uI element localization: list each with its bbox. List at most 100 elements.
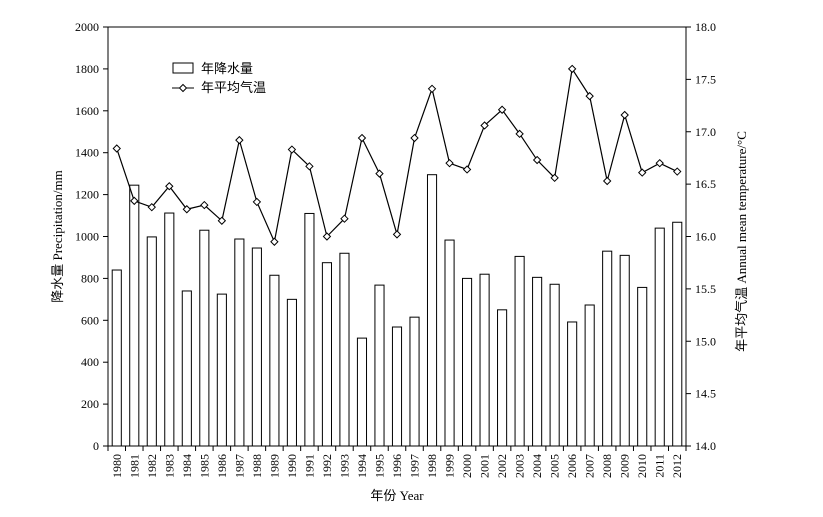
precipitation-bar bbox=[164, 212, 175, 447]
precipitation-bar bbox=[374, 284, 385, 447]
precipitation-bar bbox=[567, 321, 578, 447]
precipitation-bar bbox=[444, 239, 455, 447]
x-tick-label: 1987 bbox=[232, 454, 246, 478]
temperature-point bbox=[480, 121, 489, 130]
x-tick-label: 1995 bbox=[372, 454, 386, 478]
x-tick-label: 2003 bbox=[513, 454, 527, 478]
precipitation-bar bbox=[251, 247, 262, 447]
x-tick-label: 1998 bbox=[425, 454, 439, 478]
right-tick-label: 16.0 bbox=[695, 230, 716, 244]
precipitation-bar bbox=[514, 255, 525, 447]
precipitation-bar bbox=[199, 229, 210, 447]
left-axis-label: 降水量 Precipitation/mm bbox=[50, 170, 65, 303]
x-tick-label: 1982 bbox=[145, 454, 159, 478]
precipitation-bar bbox=[234, 238, 245, 447]
precipitation-bar bbox=[321, 262, 332, 447]
x-tick-label: 2007 bbox=[583, 454, 597, 478]
precipitation-bar bbox=[111, 269, 122, 447]
x-tick-label: 1994 bbox=[355, 454, 369, 478]
temperature-point bbox=[340, 214, 349, 223]
x-tick-label: 1985 bbox=[197, 454, 211, 478]
left-tick-label: 200 bbox=[81, 397, 99, 411]
legend-line-label: 年平均气温 bbox=[201, 80, 266, 95]
x-tick-label: 1996 bbox=[390, 454, 404, 478]
precipitation-bars bbox=[111, 174, 683, 447]
x-tick-label: 2011 bbox=[653, 454, 667, 478]
x-tick-label: 1980 bbox=[110, 454, 124, 478]
temperature-point bbox=[462, 165, 472, 174]
precipitation-bar bbox=[339, 252, 350, 447]
right-tick-label: 15.0 bbox=[695, 334, 716, 348]
left-tick-label: 2000 bbox=[75, 20, 99, 34]
temperature-point bbox=[515, 129, 524, 139]
right-tick-label: 17.0 bbox=[695, 125, 716, 139]
x-tick-label: 2009 bbox=[618, 454, 632, 478]
temperature-point bbox=[620, 110, 629, 120]
left-tick-label: 400 bbox=[81, 355, 99, 369]
right-tick-label: 14.0 bbox=[695, 439, 716, 453]
right-ticks: 14.0 14.5 15.0 15.5 16.0 16.5 17.0 17.5 18.0 bbox=[686, 20, 716, 453]
temperature-point bbox=[112, 144, 121, 153]
temperature-point bbox=[235, 135, 244, 145]
precipitation-bar bbox=[304, 212, 315, 447]
left-tick-label: 800 bbox=[81, 271, 99, 285]
right-tick-label: 15.5 bbox=[695, 282, 716, 296]
precipitation-bar bbox=[391, 326, 403, 447]
temperature-point bbox=[532, 155, 542, 165]
precipitation-bar bbox=[619, 254, 630, 447]
precipitation-bar bbox=[426, 174, 438, 447]
x-tick-label: 2004 bbox=[530, 454, 544, 478]
temperature-point bbox=[270, 237, 279, 246]
left-tick-label: 1600 bbox=[75, 104, 99, 118]
temperature-point bbox=[602, 176, 612, 186]
precipitation-bar bbox=[146, 236, 157, 447]
temperature-point bbox=[410, 133, 419, 143]
x-tick-label: 1984 bbox=[180, 454, 194, 478]
precipitation-bar bbox=[479, 273, 490, 447]
precipitation-bar bbox=[462, 277, 473, 447]
x-tick-label: 1993 bbox=[337, 454, 351, 478]
temperature-point bbox=[200, 200, 209, 210]
x-tick-label: 1986 bbox=[215, 454, 229, 478]
right-tick-label: 17.5 bbox=[695, 72, 716, 86]
legend: 年降水量 年平均气温 bbox=[172, 61, 266, 95]
x-tick-label: 1991 bbox=[302, 454, 316, 478]
left-tick-label: 1200 bbox=[75, 188, 99, 202]
temperature-point bbox=[445, 158, 454, 168]
left-ticks: 0 200 400 600 800 1000 1200 1400 1600 1800 2000 bbox=[75, 20, 108, 453]
temperature-point bbox=[182, 205, 192, 214]
precipitation-bar bbox=[654, 227, 665, 447]
legend-bar-swatch bbox=[172, 62, 194, 74]
x-axis-label: 年份 Year bbox=[370, 488, 424, 503]
x-tick-label: 2008 bbox=[600, 454, 614, 478]
temperature-point bbox=[638, 168, 647, 177]
temperature-line-layer bbox=[112, 64, 682, 246]
x-tick-label: 2000 bbox=[460, 454, 474, 478]
temperature-point bbox=[147, 202, 156, 212]
precipitation-bar bbox=[532, 276, 543, 447]
temperature-point bbox=[655, 158, 664, 168]
right-tick-label: 14.5 bbox=[695, 387, 716, 401]
x-tick-label: 1988 bbox=[250, 454, 264, 478]
precipitation-bar bbox=[181, 290, 192, 447]
x-tick-label: 2012 bbox=[670, 454, 684, 478]
precipitation-bar bbox=[269, 274, 280, 447]
temperature-point bbox=[252, 197, 262, 207]
x-tick-label: 1999 bbox=[443, 454, 457, 478]
right-axis-label: 年平均气温 Annual mean temperature/°C bbox=[734, 131, 749, 352]
temperature-point bbox=[322, 232, 332, 241]
right-tick-label: 16.5 bbox=[695, 177, 716, 191]
temperature-point bbox=[357, 133, 367, 143]
temperature-point bbox=[673, 167, 682, 176]
x-tick-label: 1992 bbox=[320, 454, 334, 478]
x-tick-label: 1997 bbox=[408, 454, 422, 478]
precipitation-bar bbox=[497, 309, 508, 447]
temperature-point bbox=[130, 196, 139, 206]
precipitation-bar bbox=[602, 250, 613, 447]
right-tick-label: 18.0 bbox=[695, 20, 716, 34]
x-tick-label: 2001 bbox=[478, 454, 492, 478]
left-tick-label: 1800 bbox=[75, 62, 99, 76]
temperature-point bbox=[567, 64, 577, 74]
axes: 0 200 400 600 800 1000 1200 1400 1600 1800 2000 14… bbox=[75, 20, 716, 478]
